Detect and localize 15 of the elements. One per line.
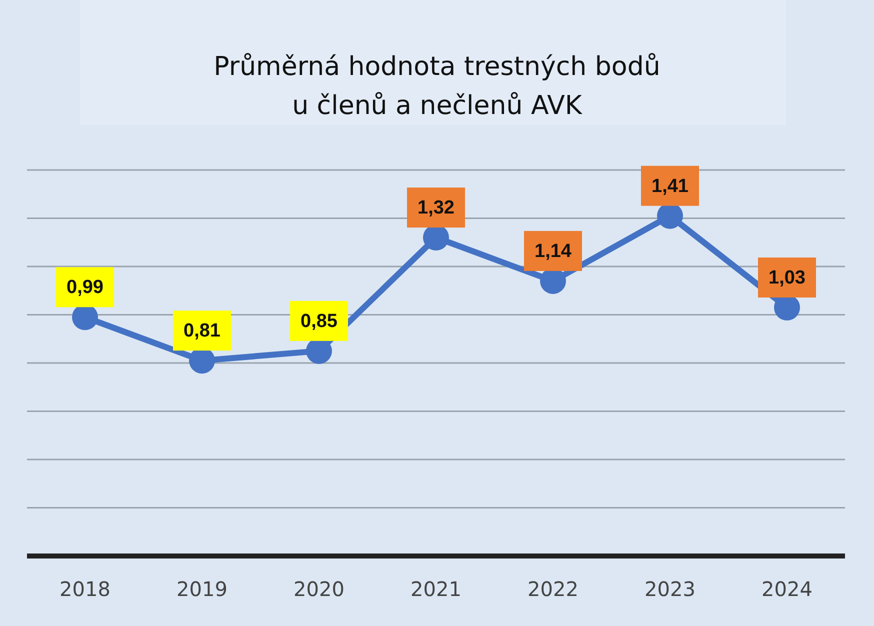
x-tick-label: 2023	[644, 577, 696, 602]
data-label: 0,99	[66, 277, 104, 298]
x-tick-label: 2021	[410, 577, 462, 602]
x-tick-label: 2019	[176, 577, 228, 602]
data-label: 1,32	[418, 198, 454, 219]
x-tick-label: 2018	[60, 577, 110, 602]
data-label: 1,41	[652, 176, 689, 197]
data-label: 1,03	[768, 268, 806, 289]
data-label: 0,85	[300, 310, 338, 332]
x-tick-label: 2020	[294, 577, 344, 602]
x-tick-label: 2024	[762, 577, 812, 602]
x-tick-label: 2022	[528, 577, 578, 602]
chart-title: Průměrná hodnota trestných bodů u členů a nečlenů AVK	[212, 51, 662, 123]
data-label: 1,14	[534, 240, 572, 262]
data-label: 0,81	[184, 320, 221, 342]
